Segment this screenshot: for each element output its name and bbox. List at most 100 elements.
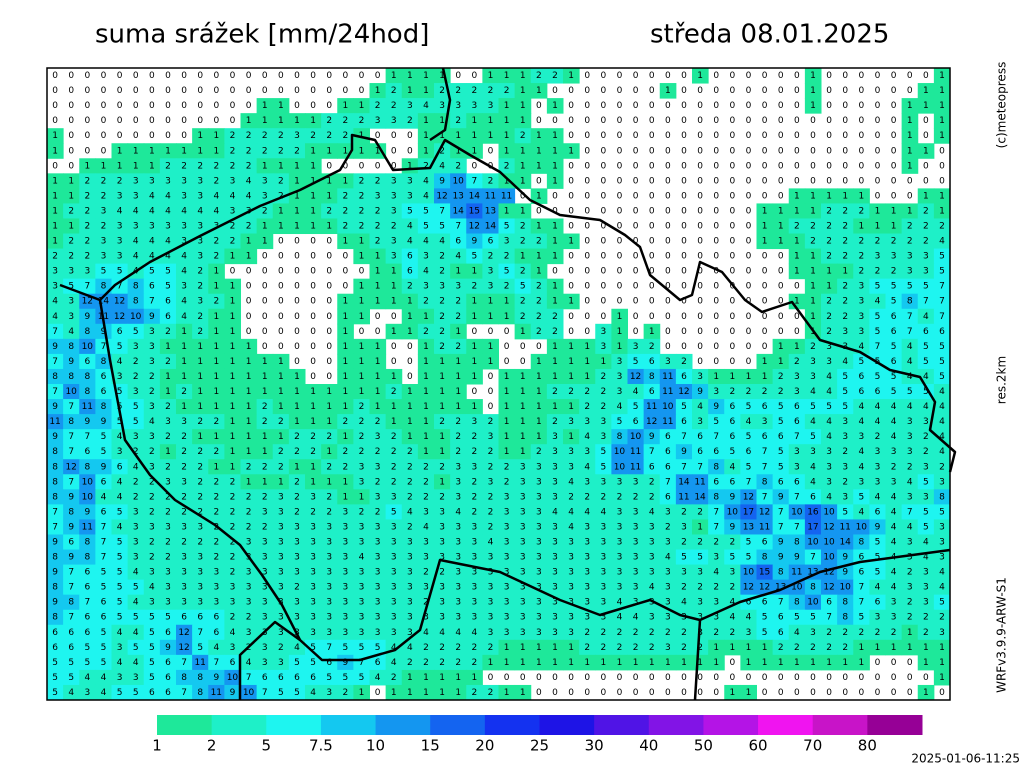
cell-value: 1 bbox=[165, 387, 171, 397]
precip-cell bbox=[417, 173, 435, 189]
cell-value: 1 bbox=[262, 477, 268, 487]
precip-cell bbox=[434, 308, 451, 325]
cell-value: 1 bbox=[471, 116, 477, 126]
cell-value: 2 bbox=[407, 492, 413, 502]
cell-value: 0 bbox=[923, 176, 929, 186]
cell-value: 1 bbox=[552, 282, 558, 292]
cell-value: 8 bbox=[68, 372, 74, 382]
cell-value: 2 bbox=[600, 628, 606, 638]
cell-value: 2 bbox=[213, 492, 219, 502]
cell-value: 3 bbox=[423, 553, 429, 563]
cell-value: 4 bbox=[681, 598, 687, 608]
precip-cell bbox=[337, 338, 354, 355]
cell-value: 0 bbox=[665, 673, 671, 683]
cell-value: 4 bbox=[584, 462, 590, 472]
cell-value: 3 bbox=[133, 222, 139, 232]
precip-cell bbox=[176, 308, 193, 325]
cell-value: 7 bbox=[939, 297, 945, 307]
precip-cell bbox=[917, 143, 935, 159]
cell-value: 1 bbox=[520, 688, 526, 698]
precip-cell bbox=[208, 173, 225, 189]
cell-value: 3 bbox=[504, 492, 510, 502]
cell-value: 7 bbox=[101, 342, 107, 352]
cell-value: 1 bbox=[584, 357, 590, 367]
cell-value: 0 bbox=[875, 658, 881, 668]
cell-value: 2 bbox=[262, 146, 268, 156]
cell-value: 1 bbox=[359, 146, 365, 156]
cell-value: 5 bbox=[923, 507, 929, 517]
cell-value: 10 bbox=[823, 538, 835, 548]
cell-value: 1 bbox=[504, 432, 510, 442]
cell-value: 6 bbox=[778, 613, 784, 623]
cell-value: 0 bbox=[471, 161, 477, 171]
cell-value: 3 bbox=[407, 568, 413, 578]
precip-cell bbox=[901, 143, 919, 159]
precip-cell bbox=[353, 98, 370, 114]
cell-value: 3 bbox=[359, 477, 365, 487]
cell-value: 1 bbox=[246, 387, 252, 397]
cell-value: 2 bbox=[359, 402, 365, 412]
cell-value: 3 bbox=[810, 372, 816, 382]
cell-value: 1 bbox=[617, 327, 623, 337]
cell-value: 0 bbox=[875, 101, 881, 111]
cell-value: 1 bbox=[552, 237, 558, 247]
cell-value: 2 bbox=[649, 342, 655, 352]
cell-value: 2 bbox=[471, 432, 477, 442]
cell-value: 0 bbox=[326, 282, 332, 292]
precip-cell bbox=[901, 248, 919, 265]
cell-value: 0 bbox=[762, 86, 768, 96]
cell-value: 0 bbox=[326, 86, 332, 96]
cell-value: 1 bbox=[342, 176, 348, 186]
cell-value: 0 bbox=[713, 673, 719, 683]
cell-value: 8 bbox=[713, 462, 719, 472]
precip-cell bbox=[514, 158, 532, 174]
cell-value: 4 bbox=[117, 357, 123, 367]
cell-value: 3 bbox=[633, 583, 639, 593]
cell-value: 5 bbox=[729, 553, 735, 563]
cell-value: 2 bbox=[262, 206, 268, 216]
cell-value: 3 bbox=[294, 522, 300, 532]
precip-cell bbox=[47, 308, 64, 325]
precip-cell bbox=[159, 158, 177, 174]
cell-value: 1 bbox=[359, 252, 365, 262]
cell-value: 3 bbox=[197, 553, 203, 563]
cell-value: 1 bbox=[278, 161, 284, 171]
precip-cell bbox=[176, 338, 193, 355]
cell-value: 2 bbox=[342, 116, 348, 126]
cell-value: 3 bbox=[504, 522, 510, 532]
cell-value: 1 bbox=[504, 101, 510, 111]
cell-value: 2 bbox=[552, 387, 558, 397]
cell-value: 3 bbox=[133, 673, 139, 683]
cell-value: 0 bbox=[568, 267, 574, 277]
cell-value: 2 bbox=[423, 327, 429, 337]
cell-value: 3 bbox=[133, 553, 139, 563]
cell-value: 11 bbox=[194, 658, 205, 668]
cell-value: 1 bbox=[101, 161, 107, 171]
cell-value: 2 bbox=[375, 477, 381, 487]
cell-value: 1 bbox=[407, 402, 413, 412]
precip-cell bbox=[756, 218, 774, 235]
cell-value: 6 bbox=[681, 417, 687, 427]
precip-cell bbox=[111, 263, 129, 280]
cell-value: 3 bbox=[858, 312, 864, 322]
cell-value: 5 bbox=[617, 417, 623, 427]
cell-value: 4 bbox=[810, 462, 816, 472]
cell-value: 0 bbox=[826, 688, 832, 698]
cell-value: 1 bbox=[488, 312, 494, 322]
cell-value: 2 bbox=[826, 222, 832, 232]
cell-value: 2 bbox=[423, 492, 429, 502]
cell-value: 2 bbox=[875, 237, 881, 247]
cell-value: 3 bbox=[471, 101, 477, 111]
cell-value: 2 bbox=[197, 462, 203, 472]
cell-value: 13 bbox=[452, 191, 463, 201]
cell-value: 0 bbox=[68, 116, 74, 126]
cell-value: 2 bbox=[359, 432, 365, 442]
cell-value: 2 bbox=[471, 507, 477, 517]
cell-value: 3 bbox=[246, 538, 252, 548]
cell-value: 1 bbox=[810, 206, 816, 216]
cell-value: 0 bbox=[246, 267, 252, 277]
cell-value: 1 bbox=[729, 643, 735, 653]
cell-value: 9 bbox=[84, 507, 90, 517]
cell-value: 3 bbox=[326, 538, 332, 548]
cell-value: 0 bbox=[617, 101, 623, 111]
